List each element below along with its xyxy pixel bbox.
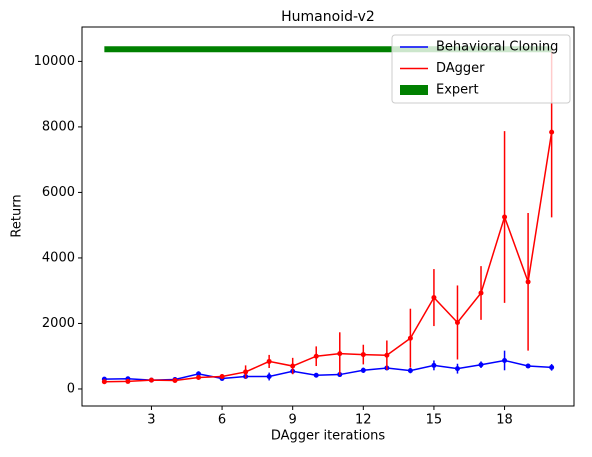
- series-line: [104, 359, 552, 381]
- point: [266, 374, 272, 380]
- y-tick-label: 4000: [42, 250, 75, 265]
- legend-label: Expert: [436, 83, 479, 98]
- chart-title: Humanoid-v2: [281, 9, 375, 25]
- point: [502, 357, 508, 363]
- x-axis-label: DAgger iterations: [271, 429, 386, 444]
- legend: Behavioral Cloning DAgger Expert: [391, 34, 571, 104]
- point: [360, 352, 366, 358]
- point: [525, 279, 531, 285]
- y-axis-label: Return: [10, 194, 25, 237]
- point: [125, 378, 131, 384]
- point: [502, 214, 508, 220]
- point: [266, 358, 272, 364]
- series-line: [104, 132, 553, 383]
- point: [219, 374, 225, 380]
- y-tick-label: 8000: [42, 119, 75, 134]
- y-tick-label: 0: [67, 381, 75, 396]
- x-tick-label: 15: [426, 413, 443, 428]
- point: [243, 369, 249, 375]
- point: [384, 352, 390, 358]
- point: [290, 363, 296, 369]
- point: [148, 377, 154, 383]
- y-tick-label: 2000: [42, 316, 75, 331]
- point: [549, 129, 555, 135]
- point: [313, 353, 319, 359]
- point: [478, 362, 484, 368]
- point: [549, 364, 555, 370]
- point: [407, 368, 413, 374]
- point: [101, 379, 107, 385]
- x-tick-label: 12: [355, 413, 372, 428]
- point: [196, 375, 202, 381]
- x-tick-label: 9: [289, 413, 297, 428]
- legend-label: DAgger: [436, 61, 485, 76]
- point: [313, 372, 319, 378]
- point: [525, 363, 531, 369]
- point: [431, 295, 437, 301]
- point: [454, 366, 460, 372]
- legend-swatch: [400, 85, 428, 95]
- point: [431, 362, 437, 368]
- point: [478, 290, 484, 296]
- point: [360, 367, 366, 373]
- plot-frame: [81, 26, 575, 407]
- point: [196, 371, 202, 377]
- y-tick-label: 6000: [42, 185, 75, 200]
- x-tick-label: 18: [496, 413, 513, 428]
- x-tick-label: 3: [147, 413, 155, 428]
- point: [407, 335, 413, 341]
- legend-label: Behavioral Cloning: [436, 40, 558, 55]
- legend-box: [391, 34, 571, 104]
- point: [172, 377, 178, 383]
- y-tick-label: 10000: [34, 54, 75, 69]
- point: [337, 351, 343, 357]
- point: [454, 319, 460, 325]
- x-tick-label: 6: [218, 413, 226, 428]
